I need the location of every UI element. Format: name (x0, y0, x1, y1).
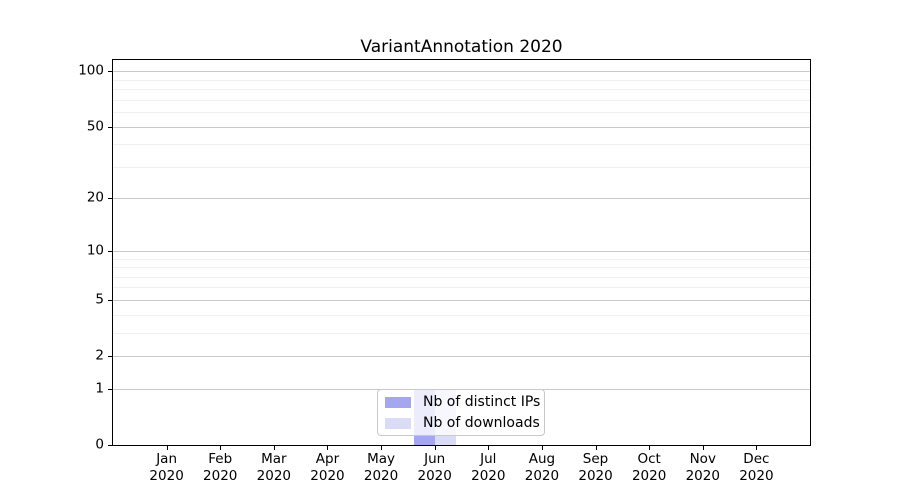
y-tick-label: 5 (95, 291, 104, 308)
x-tick-mark (649, 446, 651, 450)
x-tick-mark (595, 446, 597, 450)
x-tick-label: May 2020 (364, 451, 398, 485)
chart-title: VariantAnnotation 2020 (360, 37, 563, 57)
minor-gridline (113, 99, 810, 101)
x-tick-mark (434, 446, 436, 450)
x-tick-mark (756, 446, 758, 450)
x-tick-label: Apr 2020 (310, 451, 344, 485)
year-label: 2020 (578, 468, 613, 484)
y-tick-label: 50 (86, 118, 104, 135)
y-tick-mark (108, 299, 112, 301)
x-tick-mark (220, 446, 222, 450)
minor-gridline (113, 112, 810, 114)
major-gridline (113, 299, 810, 301)
x-tick-mark (381, 446, 383, 450)
x-tick-mark (541, 446, 543, 450)
y-tick-mark (108, 445, 112, 446)
minor-gridline (113, 166, 810, 168)
x-tick-label: Aug 2020 (525, 451, 559, 485)
x-tick-label: Mar 2020 (257, 451, 291, 485)
month-label: Aug (528, 451, 556, 467)
y-tick-mark (108, 250, 112, 252)
minor-gridline (113, 144, 810, 146)
month-label: Mar (261, 451, 287, 467)
year-label: 2020 (631, 468, 667, 484)
y-tick-label: 1 (95, 380, 104, 397)
minor-gridline (113, 89, 810, 91)
plot-area: Nb of distinct IPs Nb of downloads (112, 59, 811, 446)
month-label: Jul (480, 451, 497, 467)
minor-gridline (113, 267, 810, 269)
minor-gridline (113, 276, 810, 278)
minor-gridline (113, 79, 810, 81)
y-tick-label: 0 (95, 436, 104, 453)
x-tick-mark (488, 446, 490, 450)
y-tick-label: 20 (86, 189, 104, 206)
month-label: May (367, 451, 396, 467)
month-label: Jan (156, 451, 178, 467)
major-gridline (113, 126, 810, 128)
year-label: 2020 (471, 468, 506, 484)
x-tick-label: Jan 2020 (149, 451, 183, 485)
x-tick-mark (702, 446, 704, 450)
major-gridline (113, 250, 810, 252)
legend: Nb of distinct IPs Nb of downloads (377, 389, 545, 436)
month-label: Sep (582, 451, 609, 467)
year-label: 2020 (739, 468, 774, 484)
legend-swatch-distinct-ips (385, 396, 411, 408)
x-tick-mark (273, 446, 275, 450)
x-tick-label: Jul 2020 (471, 451, 505, 485)
x-tick-label: Dec 2020 (739, 451, 773, 485)
legend-item-downloads: Nb of downloads (385, 413, 540, 433)
minor-gridline (113, 258, 810, 260)
year-label: 2020 (203, 468, 238, 484)
year-label: 2020 (363, 468, 399, 484)
y-tick-mark (108, 356, 112, 358)
year-label: 2020 (524, 468, 560, 484)
year-label: 2020 (417, 468, 452, 484)
month-label: Apr (315, 451, 340, 467)
y-tick-label: 2 (95, 347, 104, 364)
x-tick-label: Feb 2020 (203, 451, 237, 485)
year-label: 2020 (685, 468, 720, 484)
y-tick-mark (108, 198, 112, 200)
major-gridline (113, 71, 810, 73)
x-tick-mark (327, 446, 329, 450)
legend-label-distinct-ips: Nb of distinct IPs (423, 394, 541, 410)
x-tick-label: Sep 2020 (578, 451, 612, 485)
month-label: Oct (637, 451, 661, 467)
y-tick-mark (108, 126, 112, 128)
y-tick-mark (108, 388, 112, 390)
legend-swatch-downloads (385, 417, 411, 429)
year-label: 2020 (310, 468, 345, 484)
year-label: 2020 (149, 468, 184, 484)
month-label: Nov (689, 451, 716, 467)
month-label: Dec (743, 451, 770, 467)
major-gridline (113, 198, 810, 200)
y-tick-mark (108, 71, 112, 73)
x-tick-label: Nov 2020 (686, 451, 720, 485)
major-gridline (113, 356, 810, 358)
minor-gridline (113, 287, 810, 289)
y-tick-label: 100 (78, 62, 104, 79)
x-tick-label: Oct 2020 (632, 451, 666, 485)
y-tick-label: 10 (86, 242, 104, 259)
minor-gridline (113, 314, 810, 316)
x-tick-label: Jun 2020 (418, 451, 452, 485)
year-label: 2020 (256, 468, 292, 484)
x-tick-mark (166, 446, 168, 450)
month-label: Feb (208, 451, 233, 467)
legend-label-downloads: Nb of downloads (423, 415, 540, 431)
legend-item-distinct-ips: Nb of distinct IPs (385, 392, 541, 412)
month-label: Jun (424, 451, 446, 467)
minor-gridline (113, 332, 810, 334)
